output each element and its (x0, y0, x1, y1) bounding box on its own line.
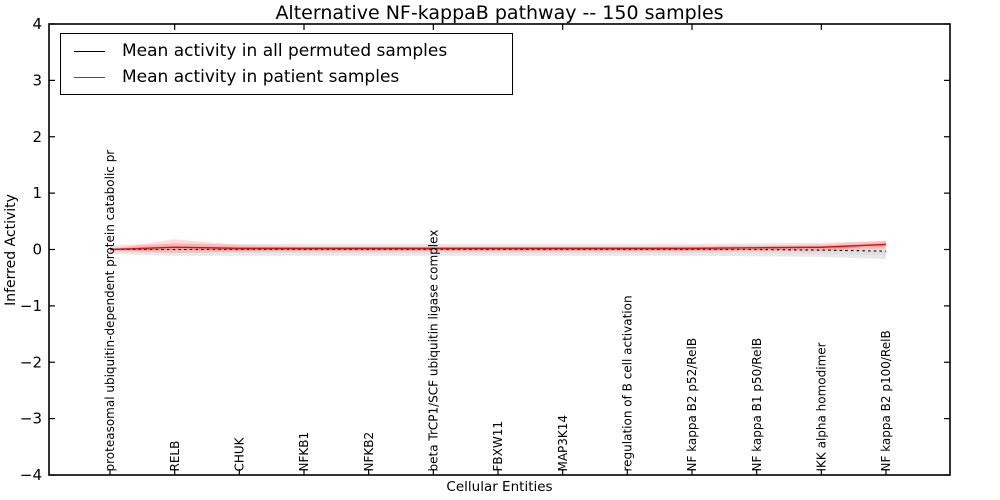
patient-line-swatch (74, 76, 105, 78)
permuted-line-swatch (74, 50, 105, 52)
y-tick-label: −4 (20, 466, 42, 484)
permuted-mean-line (110, 248, 887, 252)
axis-ticks (49, 23, 950, 476)
x-tick-label: NFKB1 (297, 432, 311, 472)
x-tick-label: CHUK (233, 436, 247, 471)
series-lines (109, 243, 887, 252)
y-axis-label: Inferred Activity (3, 194, 19, 306)
y-tick-label: −2 (20, 353, 42, 371)
y-tick-label: 2 (32, 128, 42, 146)
legend-entry-permuted: Mean activity in all permuted samples (74, 41, 506, 61)
x-tick-label: NF kappa B1 p50/RelB (750, 338, 764, 472)
y-tick-label: 4 (32, 15, 42, 33)
y-tick-label: 0 (32, 241, 42, 259)
x-tick-label: NF kappa B2 p52/RelB (685, 338, 699, 472)
y-tick-label: 1 (32, 184, 42, 202)
legend-label-patient: Mean activity in patient samples (122, 67, 400, 87)
legend-entry-patient: Mean activity in patient samples (74, 67, 506, 87)
y-tick-label: 3 (32, 71, 42, 89)
legend-label-permuted: Mean activity in all permuted samples (122, 41, 448, 61)
x-tick-label: RELB (168, 441, 182, 472)
x-tick-label: FBXW11 (491, 421, 505, 472)
x-tick-label: IKK alpha homodimer (815, 342, 829, 471)
x-tick-label: proteasomal ubiquitin-dependent protein … (103, 150, 117, 472)
y-tick-label: −1 (20, 297, 42, 315)
patient-mean-line (109, 243, 887, 251)
y-tick-labels: 4 3 2 1 0 −1 −2 −3 −4 (20, 15, 42, 484)
x-tick-label: NF kappa B2 p100/RelB (879, 330, 893, 471)
x-tick-label: regulation of B cell activation (621, 295, 635, 471)
chart-title: Alternative NF-kappaB pathway -- 150 sam… (275, 2, 724, 24)
legend-box: Mean activity in all permuted samples Me… (60, 33, 513, 95)
x-tick-label: NFKB2 (362, 432, 376, 472)
x-tick-label: beta TrCP1/SCF ubiquitin ligase complex (427, 230, 441, 472)
y-tick-label: −3 (20, 410, 42, 428)
x-axis-label: Cellular Entities (446, 479, 553, 495)
x-tick-labels: proteasomal ubiquitin-dependent protein … (103, 150, 893, 472)
x-tick-label: MAP3K14 (556, 415, 570, 472)
